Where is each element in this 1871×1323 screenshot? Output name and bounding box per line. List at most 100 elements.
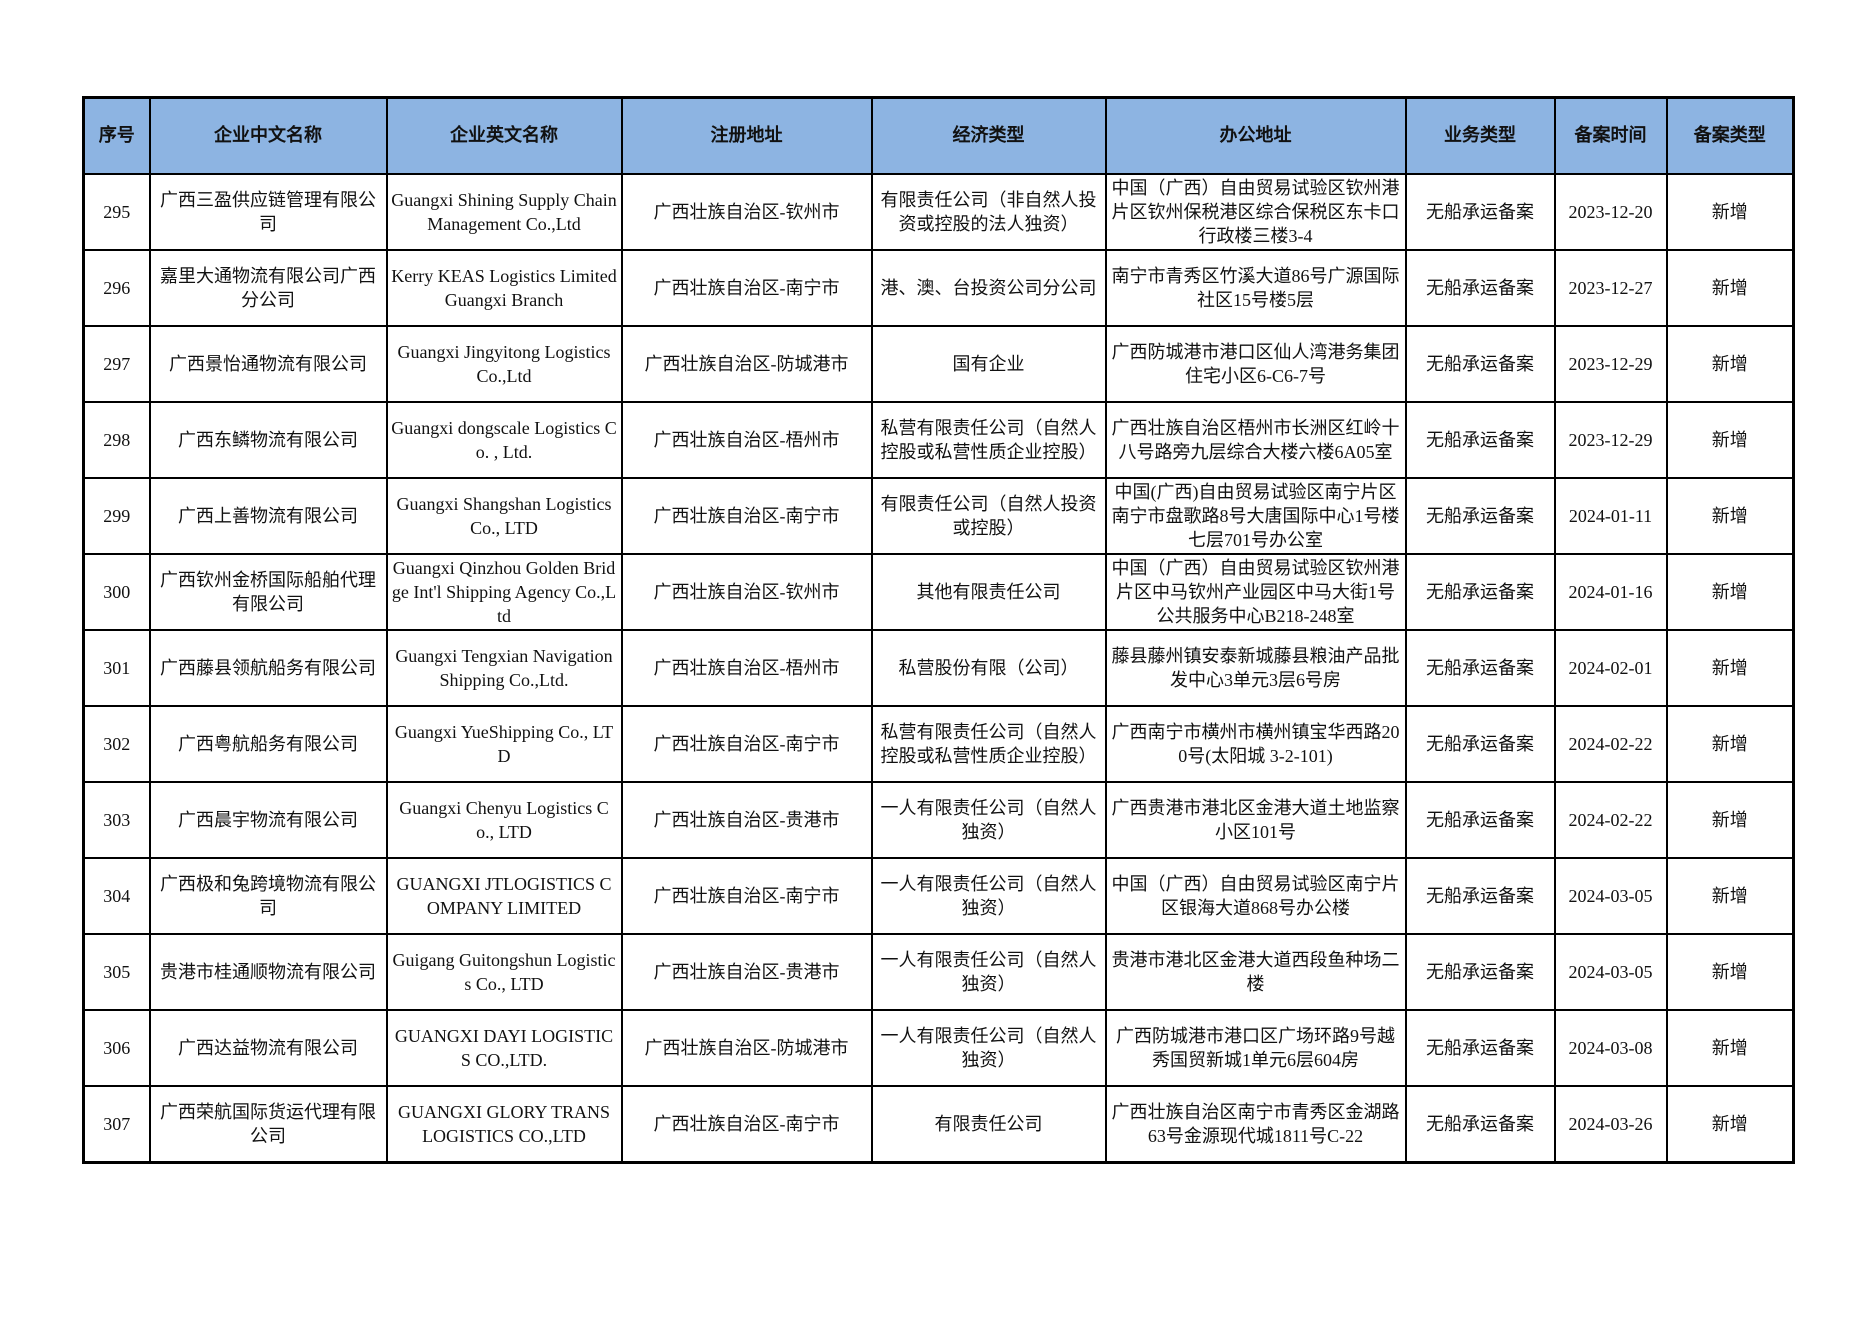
table-row: 301 广西藤县领航船务有限公司 Guangxi Tengxian Navigati… [82,629,1795,707]
cell-col-index: 306 [82,1009,151,1087]
cell-col-business-type: 无船承运备案 [1404,249,1556,327]
cell-col-office-address: 广西防城港市港口区广场环路9号越秀国贸新城1单元6层604房 [1104,1009,1407,1087]
cell-col-index: 299 [82,477,151,555]
cell-col-en-name: Guangxi Shining Supply Chain Management … [385,173,623,251]
cell-col-index: 302 [82,705,151,783]
table-row: 303 广西晨宇物流有限公司 Guangxi Chenyu Logistics Co… [82,781,1795,859]
cell-col-en-name: Kerry KEAS Logistics Limited Guangxi Bra… [385,249,623,327]
cell-col-reg-address: 广西壮族自治区-钦州市 [620,553,873,631]
cell-col-en-name: Guangxi Jingyitong Logistics Co.,Ltd [385,325,623,403]
filing-table: 序号 企业中文名称 企业英文名称 注册地址 经济类型 办公地址 业务类型 备案时间 备案类型 2… [82,96,1795,1164]
cell-col-index: 298 [82,401,151,479]
cell-col-reg-address: 广西壮族自治区-防城港市 [620,325,873,403]
cell-col-econ-type: 一人有限责任公司（自然人独资） [870,1009,1107,1087]
cell-col-en-name: Guangxi Qinzhou Golden Bridge Int'l Ship… [385,553,623,631]
cell-col-business-type: 无船承运备案 [1404,1009,1556,1087]
cell-col-econ-type: 有限责任公司（非自然人投资或控股的法人独资） [870,173,1107,251]
table-row: 295 广西三盈供应链管理有限公司 Guangxi Shining Supply C… [82,173,1795,251]
cell-col-en-name: Guigang Guitongshun Logistics Co., LTD [385,933,623,1011]
cell-col-reg-address: 广西壮族自治区-南宁市 [620,705,873,783]
cell-col-office-address: 广西南宁市横州市横州镇宝华西路200号(太阳城 3-2-101) [1104,705,1407,783]
cell-col-filing-date: 2024-03-05 [1553,857,1668,935]
cell-col-reg-address: 广西壮族自治区-贵港市 [620,933,873,1011]
cell-col-office-address: 中国（广西）自由贸易试验区钦州港片区钦州保税港区综合保税区东卡口行政楼三楼3-4 [1104,173,1407,251]
cell-col-business-type: 无船承运备案 [1404,401,1556,479]
cell-col-filing-type: 新增 [1665,1085,1795,1164]
cell-col-business-type: 无船承运备案 [1404,477,1556,555]
cell-col-cn-name: 广西极和兔跨境物流有限公司 [148,857,388,935]
cell-col-business-type: 无船承运备案 [1404,705,1556,783]
header-col-filing-type: 备案类型 [1665,96,1795,175]
cell-col-reg-address: 广西壮族自治区-南宁市 [620,1085,873,1164]
cell-col-econ-type: 有限责任公司 [870,1085,1107,1164]
table-row: 302 广西粤航船务有限公司 Guangxi YueShipping Co., LT… [82,705,1795,783]
cell-col-en-name: Guangxi Chenyu Logistics Co., LTD [385,781,623,859]
cell-col-office-address: 中国（广西）自由贸易试验区南宁片区银海大道868号办公楼 [1104,857,1407,935]
cell-col-cn-name: 广西东鳞物流有限公司 [148,401,388,479]
cell-col-en-name: Guangxi YueShipping Co., LTD [385,705,623,783]
cell-col-index: 304 [82,857,151,935]
cell-col-econ-type: 有限责任公司（自然人投资或控股） [870,477,1107,555]
cell-col-cn-name: 广西景怡通物流有限公司 [148,325,388,403]
cell-col-reg-address: 广西壮族自治区-南宁市 [620,249,873,327]
cell-col-filing-date: 2023-12-29 [1553,325,1668,403]
header-col-econ-type: 经济类型 [870,96,1107,175]
cell-col-index: 305 [82,933,151,1011]
header-col-reg-address: 注册地址 [620,96,873,175]
table-row: 305 贵港市桂通顺物流有限公司 Guigang Guitongshun Logis… [82,933,1795,1011]
cell-col-filing-type: 新增 [1665,401,1795,479]
table-row: 296 嘉里大通物流有限公司广西分公司 Kerry KEAS Logistics L… [82,249,1795,327]
cell-col-en-name: GUANGXI GLORY TRANS LOGISTICS CO.,LTD [385,1085,623,1164]
cell-col-econ-type: 一人有限责任公司（自然人独资） [870,781,1107,859]
cell-col-index: 300 [82,553,151,631]
table-row: 306 广西达益物流有限公司 GUANGXI DAYI LOGISTICS CO.,… [82,1009,1795,1087]
cell-col-office-address: 广西贵港市港北区金港大道土地监察小区101号 [1104,781,1407,859]
cell-col-office-address: 中国(广西)自由贸易试验区南宁片区南宁市盘歌路8号大唐国际中心1号楼七层701号… [1104,477,1407,555]
cell-col-reg-address: 广西壮族自治区-梧州市 [620,629,873,707]
header-col-filing-date: 备案时间 [1553,96,1668,175]
cell-col-business-type: 无船承运备案 [1404,629,1556,707]
cell-col-filing-date: 2024-03-08 [1553,1009,1668,1087]
cell-col-filing-type: 新增 [1665,629,1795,707]
cell-col-office-address: 广西防城港市港口区仙人湾港务集团住宅小区6-C6-7号 [1104,325,1407,403]
cell-col-reg-address: 广西壮族自治区-防城港市 [620,1009,873,1087]
cell-col-filing-date: 2023-12-29 [1553,401,1668,479]
cell-col-cn-name: 广西粤航船务有限公司 [148,705,388,783]
table-row: 300 广西钦州金桥国际船舶代理有限公司 Guangxi Qinzhou Golde… [82,553,1795,631]
cell-col-filing-type: 新增 [1665,705,1795,783]
cell-col-business-type: 无船承运备案 [1404,933,1556,1011]
table-row: 298 广西东鳞物流有限公司 Guangxi dongscale Logistics… [82,401,1795,479]
cell-col-filing-date: 2024-01-11 [1553,477,1668,555]
header-col-office-address: 办公地址 [1104,96,1407,175]
cell-col-office-address: 南宁市青秀区竹溪大道86号广源国际社区15号楼5层 [1104,249,1407,327]
cell-col-filing-date: 2024-03-05 [1553,933,1668,1011]
cell-col-en-name: Guangxi Tengxian Navigation Shipping Co.… [385,629,623,707]
cell-col-reg-address: 广西壮族自治区-钦州市 [620,173,873,251]
cell-col-en-name: GUANGXI DAYI LOGISTICS CO.,LTD. [385,1009,623,1087]
cell-col-cn-name: 广西荣航国际货运代理有限公司 [148,1085,388,1164]
cell-col-econ-type: 一人有限责任公司（自然人独资） [870,933,1107,1011]
table-row: 299 广西上善物流有限公司 Guangxi Shangshan Logistics… [82,477,1795,555]
cell-col-reg-address: 广西壮族自治区-南宁市 [620,857,873,935]
cell-col-cn-name: 广西三盈供应链管理有限公司 [148,173,388,251]
cell-col-office-address: 贵港市港北区金港大道西段鱼种场二楼 [1104,933,1407,1011]
cell-col-filing-type: 新增 [1665,857,1795,935]
cell-col-cn-name: 嘉里大通物流有限公司广西分公司 [148,249,388,327]
cell-col-filing-type: 新增 [1665,781,1795,859]
cell-col-reg-address: 广西壮族自治区-南宁市 [620,477,873,555]
table-row: 304 广西极和兔跨境物流有限公司 GUANGXI JTLOGISTICS COMP… [82,857,1795,935]
cell-col-econ-type: 私营有限责任公司（自然人控股或私营性质企业控股） [870,401,1107,479]
cell-col-econ-type: 私营股份有限（公司） [870,629,1107,707]
cell-col-filing-type: 新增 [1665,1009,1795,1087]
cell-col-index: 295 [82,173,151,251]
cell-col-econ-type: 其他有限责任公司 [870,553,1107,631]
header-col-business-type: 业务类型 [1404,96,1556,175]
cell-col-econ-type: 国有企业 [870,325,1107,403]
cell-col-filing-type: 新增 [1665,325,1795,403]
cell-col-office-address: 广西壮族自治区南宁市青秀区金湖路63号金源现代城1811号C-22 [1104,1085,1407,1164]
cell-col-index: 303 [82,781,151,859]
cell-col-filing-type: 新增 [1665,173,1795,251]
cell-col-filing-type: 新增 [1665,553,1795,631]
cell-col-business-type: 无船承运备案 [1404,325,1556,403]
table-row: 297 广西景怡通物流有限公司 Guangxi Jingyitong Logisti… [82,325,1795,403]
